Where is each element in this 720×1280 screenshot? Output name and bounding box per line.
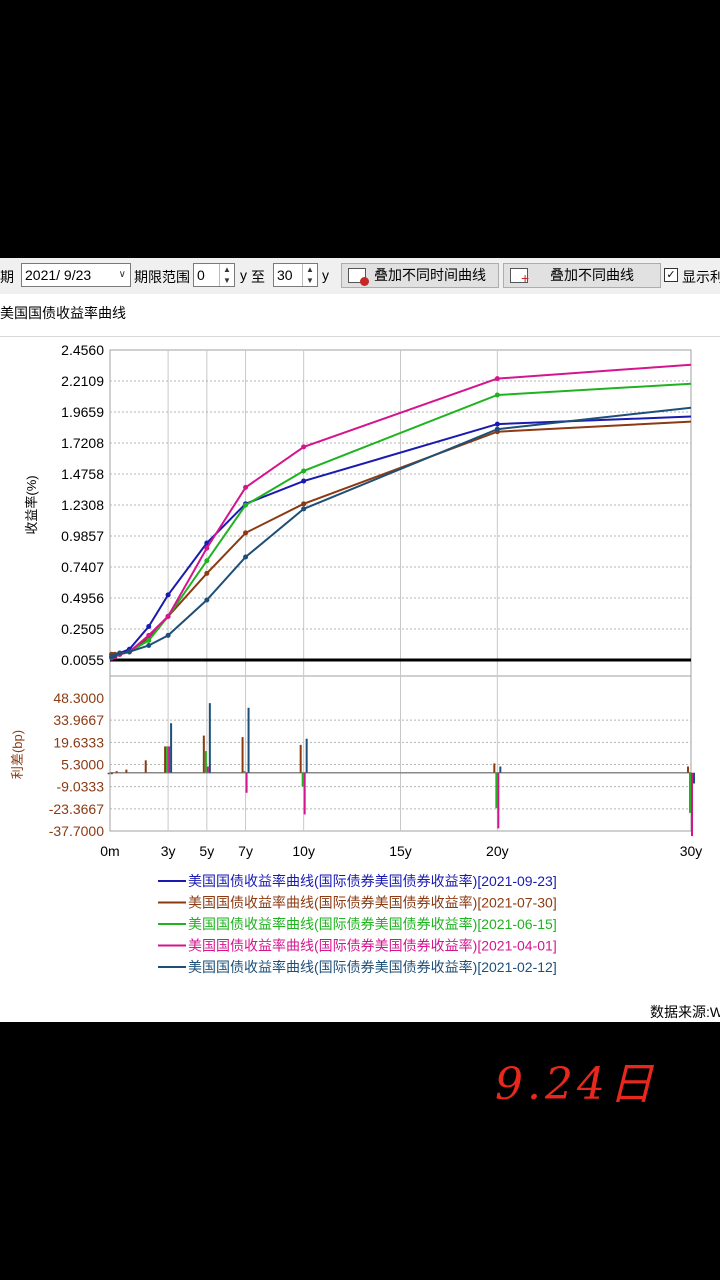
data-point (165, 592, 171, 598)
overlay-curves-label: 叠加不同曲线 (550, 267, 634, 283)
data-point (494, 392, 500, 398)
date-picker[interactable]: 2021/ 9/23 ∨ (21, 263, 131, 287)
y-tick-label: 0.9857 (61, 528, 104, 544)
yield-curve-chart: 2.4560 2.2109 1.9659 1.7208 1.4758 1.2308 0.98… (10, 342, 703, 975)
data-point (204, 545, 210, 551)
spread-tick-label: -37.7000 (49, 823, 104, 839)
y-tick-label: 0.0055 (61, 652, 104, 668)
y-tick-label: 1.7208 (61, 435, 104, 451)
data-point (165, 632, 171, 638)
x-tick-label: 5y (199, 843, 214, 859)
spread-tick-label: 48.3000 (53, 690, 104, 706)
data-point (494, 421, 500, 427)
data-point (243, 554, 249, 560)
legend-entry: 美国国债收益率曲线(国际债券美国债券收益率)[2021-06-15] (188, 916, 557, 932)
spread-tick-label: -23.3667 (49, 801, 104, 817)
range-to-value: 30 (277, 267, 293, 283)
legend-entry: 美国国债收益率曲线(国际债券美国债券收益率)[2021-07-30] (188, 895, 557, 911)
y-tick-label: 2.2109 (61, 373, 104, 389)
clock-chart-icon (348, 268, 369, 286)
overlay-time-curves-label: 叠加不同时间曲线 (374, 267, 486, 283)
data-point (146, 632, 152, 638)
data-point (146, 643, 152, 649)
x-tick-label: 7y (238, 843, 253, 859)
data-point (243, 502, 249, 508)
chevron-down-icon[interactable]: ∨ (118, 269, 126, 280)
data-point (301, 478, 307, 484)
overlay-time-curves-button[interactable]: 叠加不同时间曲线 (341, 263, 499, 288)
y-tick-label: 0.7407 (61, 559, 104, 575)
data-point (243, 530, 249, 536)
divider (0, 336, 720, 337)
y-tick-label: 1.2308 (61, 497, 104, 513)
x-tick-label: 15y (389, 843, 412, 859)
y-tick-label: 1.9659 (61, 404, 104, 420)
handwritten-date-stamp: 9.24日 (495, 1059, 657, 1110)
data-point (204, 597, 210, 603)
data-point (204, 558, 210, 564)
y-tick-label: 0.2505 (61, 621, 104, 637)
toolbar: 日期 2021/ 9/23 ∨ 期限范围 0 ▲▼ y 至 30 ▲▼ y 叠加… (0, 258, 720, 294)
spin-arrows-icon[interactable]: ▲ ▼ (219, 264, 234, 286)
date-value: 2021/ 9/23 (25, 267, 92, 283)
chart-window: 日期 2021/ 9/23 ∨ 期限范围 0 ▲▼ y 至 30 ▲▼ y 叠加… (0, 258, 720, 1022)
range-label: 期限范围 (134, 269, 190, 285)
spread-tick-label: 5.3000 (61, 757, 104, 773)
data-point (112, 653, 118, 659)
data-point (204, 570, 210, 576)
x-tick-label: 30y (680, 843, 703, 859)
to-label: 至 (251, 269, 265, 285)
data-point (126, 649, 132, 655)
unit-y-from: y (240, 267, 247, 283)
spread-axis-title: 利差(bp) (10, 730, 25, 779)
unit-y-to: y (322, 267, 329, 283)
data-point (301, 506, 307, 512)
range-from-value: 0 (197, 267, 205, 283)
show-spread-checkbox[interactable]: ✓ (664, 268, 678, 282)
range-to-stepper[interactable]: 30 ▲ ▼ (273, 263, 318, 287)
x-tick-label: 3y (161, 843, 176, 859)
spread-tick-label: 19.6333 (53, 734, 104, 750)
data-point (117, 650, 123, 656)
data-point (146, 624, 152, 630)
data-point (301, 468, 307, 474)
legend-entry: 美国国债收益率曲线(国际债券美国债券收益率)[2021-09-23] (188, 873, 557, 889)
y-tick-label: 1.4758 (61, 466, 104, 482)
range-from-stepper[interactable]: 0 ▲ ▼ (193, 263, 235, 287)
data-point (301, 444, 307, 450)
data-point (494, 376, 500, 382)
data-point (165, 613, 171, 619)
spread-tick-label: -9.0333 (57, 779, 105, 795)
spin-arrows-icon[interactable]: ▲ ▼ (302, 264, 317, 286)
legend-entry: 美国国债收益率曲线(国际债券美国债券收益率)[2021-02-12] (188, 959, 557, 975)
y-tick-label: 2.4560 (61, 342, 104, 358)
data-source: 数据来源:Wind (650, 1004, 720, 1020)
spread-tick-label: 33.9667 (53, 712, 104, 728)
data-point (494, 426, 500, 432)
data-point (243, 484, 249, 490)
x-tick-label: 0m (100, 843, 119, 859)
data-point (301, 501, 307, 507)
add-chart-icon: + (510, 268, 529, 285)
x-tick-label: 20y (486, 843, 509, 859)
y-tick-label: 0.4956 (61, 590, 104, 606)
x-tick-label: 10y (292, 843, 315, 859)
legend-entry: 美国国债收益率曲线(国际债券美国债券收益率)[2021-04-01] (188, 938, 557, 954)
date-label: 日期 (0, 269, 14, 285)
chart-subtitle: 美国国债收益率曲线 (0, 305, 126, 321)
overlay-curves-button[interactable]: + 叠加不同曲线 (503, 263, 661, 288)
data-point (146, 637, 152, 643)
y-axis-title: 收益率(%) (24, 475, 39, 534)
show-spread-label: 显示利差 (682, 269, 720, 285)
